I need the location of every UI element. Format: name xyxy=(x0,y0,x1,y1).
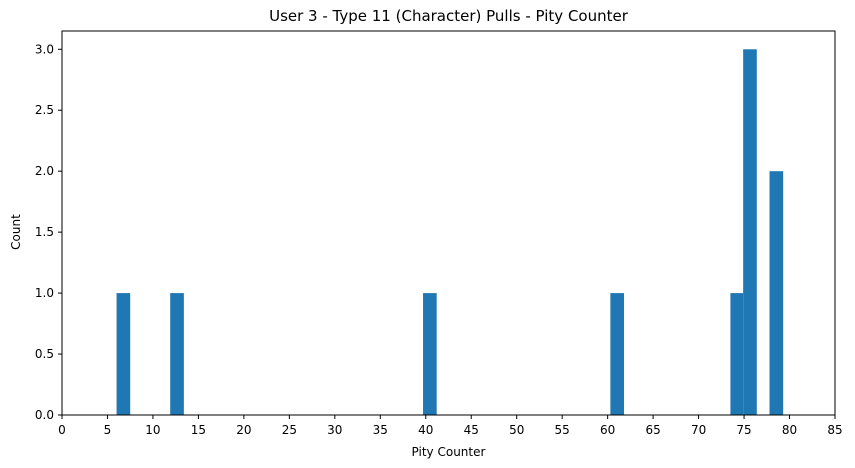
x-tick-label: 75 xyxy=(736,423,751,437)
x-tick-label: 40 xyxy=(418,423,433,437)
x-tick-label: 20 xyxy=(236,423,251,437)
x-tick-label: 60 xyxy=(600,423,615,437)
y-tick-label: 2.0 xyxy=(35,164,54,178)
x-tick-label: 10 xyxy=(145,423,160,437)
x-tick-label: 5 xyxy=(104,423,112,437)
histogram-bar xyxy=(423,293,437,415)
x-tick-label: 65 xyxy=(645,423,660,437)
y-tick-label: 1.0 xyxy=(35,286,54,300)
y-tick-label: 3.0 xyxy=(35,42,54,56)
histogram-bar xyxy=(743,49,757,416)
y-axis: 0.0 0.5 1.0 1.5 2.0 2.5 3.0 xyxy=(35,42,62,422)
x-tick-label: 25 xyxy=(282,423,297,437)
histogram-bar xyxy=(170,293,184,415)
x-tick-label: 70 xyxy=(691,423,706,437)
histogram-bar xyxy=(730,293,744,415)
x-tick-label: 50 xyxy=(509,423,524,437)
plot-frame xyxy=(61,30,836,416)
x-tick-label: 55 xyxy=(555,423,570,437)
x-axis-label: Pity Counter xyxy=(412,445,486,459)
x-tick-label: 15 xyxy=(191,423,206,437)
x-tick-label: 80 xyxy=(782,423,797,437)
x-tick-label: 30 xyxy=(327,423,342,437)
y-axis-label: Count xyxy=(9,214,23,250)
chart-title: User 3 - Type 11 (Character) Pulls - Pit… xyxy=(269,7,629,25)
y-tick-label: 2.5 xyxy=(35,103,54,117)
bars-group xyxy=(116,49,784,416)
histogram-bar xyxy=(116,293,131,415)
y-tick-label: 1.5 xyxy=(35,225,54,239)
histogram-bar xyxy=(610,293,625,415)
y-tick-label: 0.0 xyxy=(35,408,54,422)
y-tick-label: 0.5 xyxy=(35,347,54,361)
x-tick-label: 0 xyxy=(58,423,66,437)
x-axis: 0 5 10 15 20 25 30 35 40 45 50 55 60 65 70 75 80 85 xyxy=(58,415,843,437)
x-tick-label: 45 xyxy=(464,423,479,437)
x-tick-label: 35 xyxy=(373,423,388,437)
x-tick-label: 85 xyxy=(827,423,842,437)
histogram-bar xyxy=(769,171,784,415)
